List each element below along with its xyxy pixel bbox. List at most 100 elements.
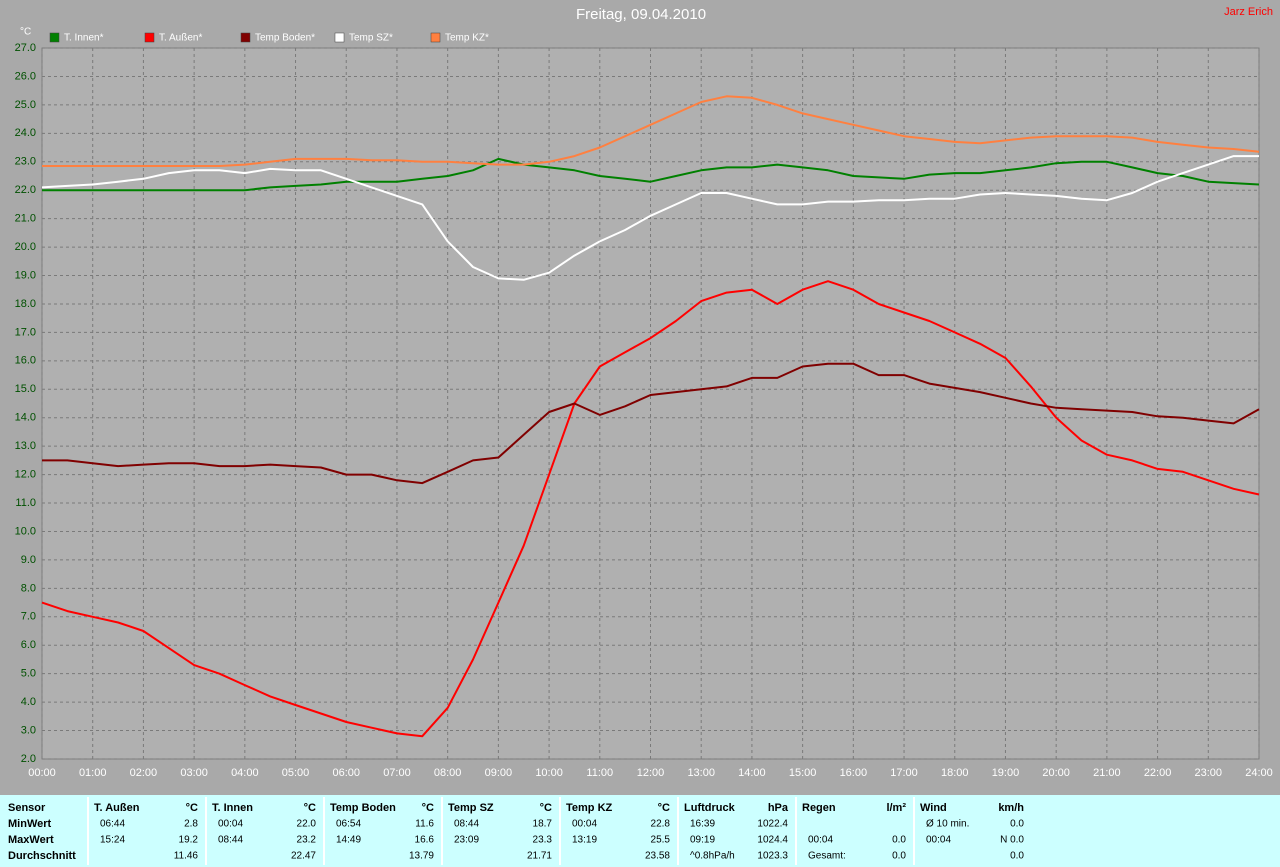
y-tick-label: 9.0 (21, 554, 36, 566)
cell-value: 0.0 (1010, 819, 1024, 830)
x-tick-label: 01:00 (79, 767, 107, 779)
group-unit: °C (540, 802, 552, 814)
legend-label: Temp KZ* (445, 33, 489, 44)
series-line (42, 362, 1260, 485)
cell-label: 00:04 (808, 835, 833, 846)
cell-value: 1024.4 (757, 835, 788, 846)
cell-label: 00:04 (926, 835, 951, 846)
y-tick-label: 3.0 (21, 724, 36, 736)
y-tick-label: 7.0 (21, 611, 36, 623)
legend-label: Temp SZ* (349, 33, 393, 44)
y-tick-label: 15.0 (15, 383, 36, 395)
cell-label: 00:04 (572, 819, 597, 830)
cell-label: 23:09 (454, 835, 479, 846)
group-name: Temp Boden (330, 802, 396, 814)
group-unit: °C (304, 802, 316, 814)
cell-value: 11.46 (174, 851, 199, 862)
y-tick-label: 5.0 (21, 668, 36, 680)
legend-swatch (334, 32, 345, 43)
y-tick-label: 8.0 (21, 582, 36, 594)
group-unit: hPa (768, 802, 789, 814)
x-tick-label: 18:00 (941, 767, 969, 779)
cell-value: 22.8 (651, 819, 671, 830)
legend-swatch (49, 32, 60, 43)
cell-value: 1023.3 (757, 851, 788, 862)
y-unit: °C (20, 27, 31, 38)
row-label: Sensor (8, 802, 46, 814)
group-unit: km/h (998, 802, 1024, 814)
y-tick-label: 4.0 (21, 696, 36, 708)
cell-label: Ø 10 min. (926, 819, 969, 830)
x-tick-label: 19:00 (992, 767, 1020, 779)
y-tick-label: 17.0 (15, 326, 36, 338)
x-tick-label: 22:00 (1144, 767, 1172, 779)
y-tick-label: 13.0 (15, 440, 36, 452)
group-unit: l/m² (886, 802, 906, 814)
x-tick-label: 02:00 (130, 767, 158, 779)
cell-label: ^0.8hPa/h (690, 851, 735, 862)
cell-label: 00:04 (218, 819, 243, 830)
cell-label: 08:44 (218, 835, 243, 846)
x-tick-label: 09:00 (485, 767, 513, 779)
y-tick-label: 23.0 (15, 156, 36, 168)
x-tick-label: 03:00 (180, 767, 208, 779)
cell-label: 08:44 (454, 819, 479, 830)
cell-label: 15:24 (100, 835, 125, 846)
x-tick-label: 15:00 (789, 767, 817, 779)
group-name: Temp SZ (448, 802, 494, 814)
cell-value: 1022.4 (757, 819, 788, 830)
series-line (41, 155, 1259, 281)
group-name: T. Innen (212, 802, 253, 814)
legend-label: T. Innen* (64, 33, 104, 44)
series-line (42, 95, 1260, 167)
x-tick-label: 04:00 (231, 767, 259, 779)
author: Jarz Erich (1224, 6, 1273, 18)
cell-value: 23.58 (645, 851, 670, 862)
cell-value: 18.7 (533, 819, 553, 830)
cell-label: 06:54 (336, 819, 361, 830)
cell-value: 22.47 (291, 851, 316, 862)
group-name: Temp KZ (566, 802, 613, 814)
group-unit: °C (186, 802, 198, 814)
legend-swatch (240, 32, 251, 43)
y-tick-label: 14.0 (15, 412, 36, 424)
legend-label: Temp Boden* (255, 33, 315, 44)
y-tick-label: 27.0 (15, 42, 36, 54)
cell-value: N 0.0 (1000, 835, 1024, 846)
x-tick-label: 17:00 (890, 767, 918, 779)
y-tick-label: 2.0 (21, 753, 36, 765)
x-tick-label: 00:00 (28, 767, 56, 779)
cell-label: 14:49 (336, 835, 361, 846)
cell-value: 25.5 (651, 835, 671, 846)
row-label: MaxWert (8, 834, 54, 846)
y-tick-label: 10.0 (15, 525, 36, 537)
table-background (0, 795, 1280, 867)
x-tick-label: 10:00 (535, 767, 563, 779)
cell-value: 23.2 (297, 835, 317, 846)
y-tick-label: 21.0 (15, 213, 36, 225)
group-name: T. Außen (94, 802, 140, 814)
cell-value: 13.79 (409, 851, 434, 862)
y-tick-label: 20.0 (15, 241, 36, 253)
x-tick-label: 05:00 (282, 767, 310, 779)
cell-value: 2.8 (184, 819, 198, 830)
x-tick-label: 24:00 (1245, 767, 1273, 779)
legend-swatch (430, 32, 441, 43)
x-tick-label: 12:00 (637, 767, 665, 779)
y-tick-label: 18.0 (15, 298, 36, 310)
chart-title: Freitag, 09.04.2010 (576, 6, 706, 23)
cell-label: 06:44 (100, 819, 125, 830)
group-name: Luftdruck (684, 802, 736, 814)
cell-label: Gesamt: (808, 851, 846, 862)
cell-value: 0.0 (1010, 851, 1024, 862)
x-tick-label: 23:00 (1195, 767, 1223, 779)
y-tick-label: 12.0 (15, 469, 36, 481)
x-tick-label: 11:00 (586, 767, 613, 779)
group-unit: °C (658, 802, 670, 814)
group-name: Regen (802, 802, 836, 814)
cell-value: 16.6 (415, 835, 435, 846)
cell-label: 16:39 (690, 819, 715, 830)
x-tick-label: 14:00 (738, 767, 766, 779)
